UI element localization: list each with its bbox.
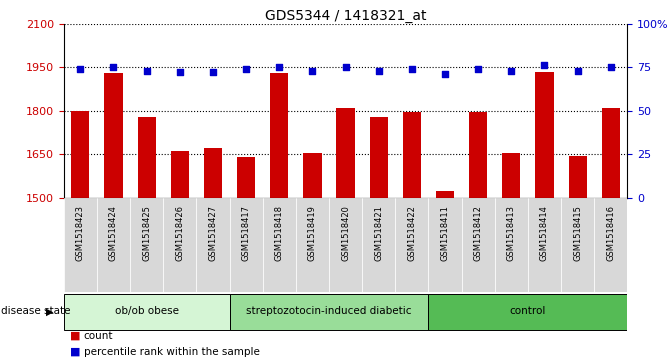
Point [241,66,252,72]
Bar [197,198,229,292]
Text: GSM1518419: GSM1518419 [308,205,317,261]
Point [407,66,417,72]
Text: GSM1518420: GSM1518420 [341,205,350,261]
Bar [362,198,395,292]
Bar [229,294,429,330]
Bar [528,198,561,292]
Bar [370,117,388,198]
Bar [429,198,462,292]
Bar [429,294,627,330]
Text: GSM1518415: GSM1518415 [573,205,582,261]
Point [605,64,616,70]
Bar [336,108,355,198]
Bar [502,153,521,198]
Text: percentile rank within the sample: percentile rank within the sample [84,347,260,357]
Bar [229,198,262,292]
Point [207,69,218,75]
Bar [138,117,156,198]
Bar [602,108,620,198]
Point [440,71,450,77]
Bar [329,198,362,292]
Text: count: count [84,331,113,341]
Bar [97,198,130,292]
Text: GSM1518426: GSM1518426 [175,205,185,261]
Text: GSM1518412: GSM1518412 [474,205,482,261]
Bar [64,198,97,292]
Text: GSM1518418: GSM1518418 [274,205,284,261]
Bar [495,198,528,292]
Text: GSM1518423: GSM1518423 [76,205,85,261]
Bar [403,112,421,198]
Bar [535,72,554,198]
Text: ■: ■ [70,331,81,341]
Bar [469,112,487,198]
Text: ob/ob obese: ob/ob obese [115,306,178,317]
Text: disease state: disease state [1,306,70,317]
Point [75,66,86,72]
Bar [262,198,296,292]
Title: GDS5344 / 1418321_at: GDS5344 / 1418321_at [265,9,426,23]
Bar [561,198,595,292]
Text: GSM1518427: GSM1518427 [209,205,217,261]
Point [506,68,517,74]
Text: GSM1518417: GSM1518417 [242,205,250,261]
Point [373,68,384,74]
Text: streptozotocin-induced diabetic: streptozotocin-induced diabetic [246,306,412,317]
Bar [64,294,229,330]
Bar [568,156,586,198]
Point [572,68,583,74]
Point [539,62,550,68]
Text: GSM1518421: GSM1518421 [374,205,383,261]
Text: GSM1518424: GSM1518424 [109,205,118,261]
Text: GSM1518414: GSM1518414 [540,205,549,261]
Bar [237,157,255,198]
Text: ▶: ▶ [46,306,54,317]
Point [340,64,351,70]
Bar [105,73,123,198]
Point [274,64,285,70]
Bar [395,198,429,292]
Text: GSM1518411: GSM1518411 [441,205,450,261]
Point [108,64,119,70]
Text: GSM1518413: GSM1518413 [507,205,516,261]
Bar [71,111,89,198]
Bar [462,198,495,292]
Point [142,68,152,74]
Text: GSM1518425: GSM1518425 [142,205,151,261]
Bar [130,198,163,292]
Bar [270,73,289,198]
Point [307,68,318,74]
Bar [204,148,222,198]
Bar [303,153,321,198]
Text: ■: ■ [70,347,81,357]
Bar [595,198,627,292]
Text: control: control [510,306,546,317]
Point [174,69,185,75]
Bar [170,151,189,198]
Bar [436,191,454,198]
Bar [296,198,329,292]
Text: GSM1518422: GSM1518422 [407,205,417,261]
Bar [163,198,197,292]
Point [473,66,484,72]
Text: GSM1518416: GSM1518416 [607,205,615,261]
